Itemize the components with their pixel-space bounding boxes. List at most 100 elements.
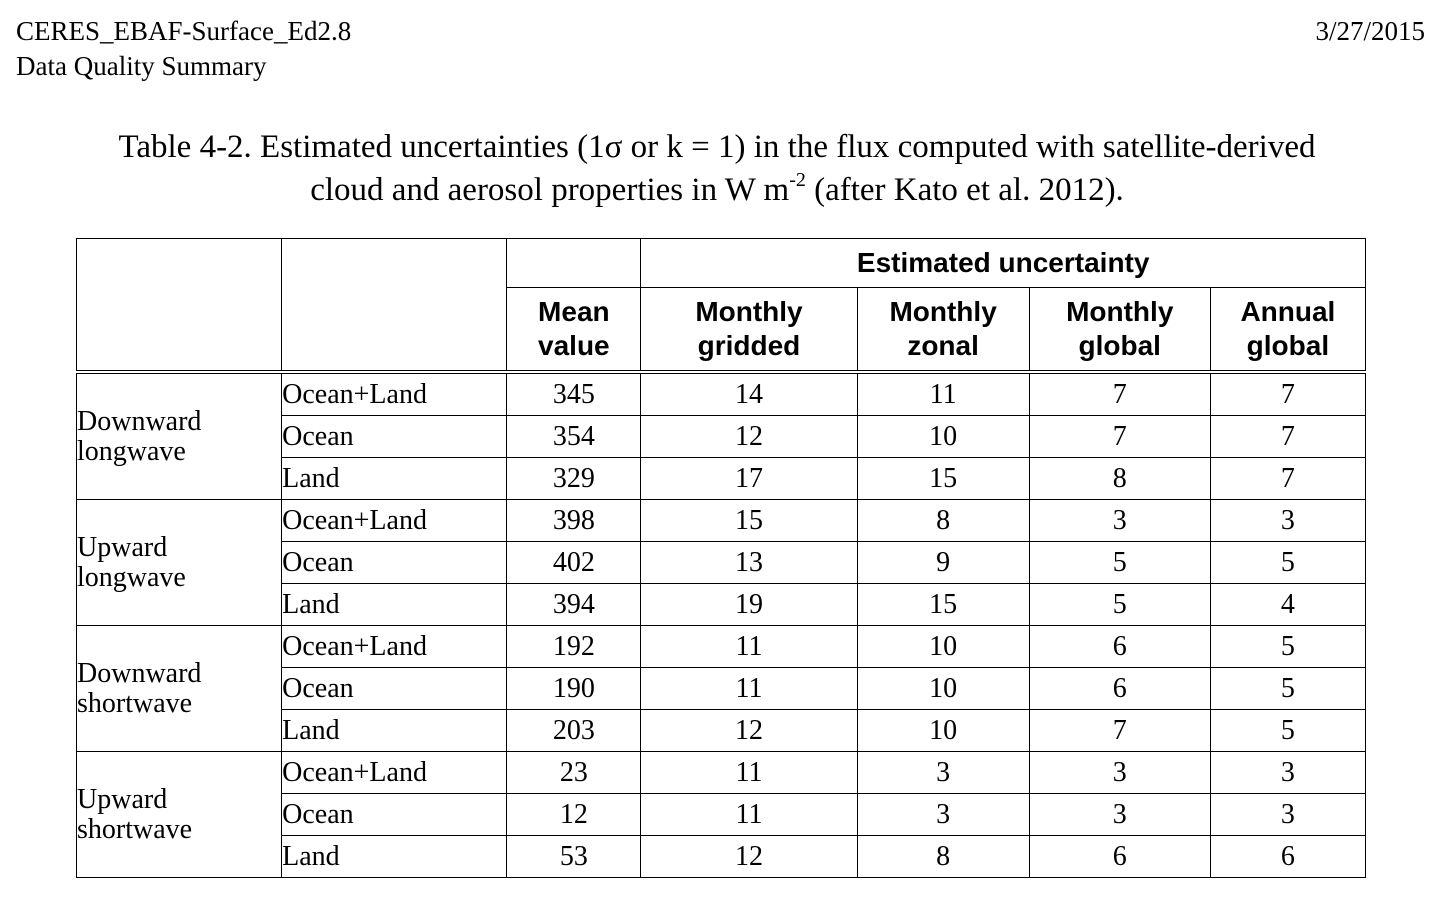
blank-header-region <box>281 238 508 373</box>
product-name: CERES_EBAF-Surface_Ed2.8 <box>16 16 352 46</box>
cell-annual-global: 3 <box>1209 793 1367 836</box>
cell-annual-global: 5 <box>1209 667 1367 710</box>
col-header-monthly-global: Monthly global <box>1028 287 1211 374</box>
header-row-1: Estimated uncertainty <box>75 238 1366 373</box>
region-cell: Ocean+Land <box>281 625 508 668</box>
cell-monthly-global: 7 <box>1028 709 1211 752</box>
cell-mean: 398 <box>506 499 642 542</box>
cell-mean: 329 <box>506 457 642 500</box>
cell-monthly-gridded: 19 <box>640 583 858 626</box>
cell-monthly-zonal: 15 <box>856 583 1030 626</box>
cell-monthly-zonal: 3 <box>856 793 1030 836</box>
cell-monthly-zonal: 3 <box>856 751 1030 794</box>
cell-annual-global: 7 <box>1209 457 1367 500</box>
cell-monthly-zonal: 9 <box>856 541 1030 584</box>
cell-annual-global: 7 <box>1209 415 1367 458</box>
cell-monthly-global: 7 <box>1028 371 1211 416</box>
flux-group-label: Downward longwave <box>77 405 202 467</box>
cell-monthly-gridded: 12 <box>640 709 858 752</box>
cell-monthly-global: 6 <box>1028 625 1211 668</box>
table-row: Land 53 12 8 6 6 <box>77 835 1367 878</box>
document-title: Data Quality Summary <box>16 51 267 81</box>
cell-annual-global: 7 <box>1209 371 1367 416</box>
cell-monthly-gridded: 11 <box>640 793 858 836</box>
cell-annual-global: 4 <box>1209 583 1367 626</box>
cell-monthly-gridded: 17 <box>640 457 858 500</box>
table-row: Upward shortwave Ocean+Land 23 11 3 3 3 <box>75 751 1367 878</box>
cell-annual-global: 5 <box>1209 625 1367 668</box>
caption-line-2: cloud and aerosol properties in W m-2 (a… <box>0 169 1434 212</box>
blank-header-flux <box>75 238 283 373</box>
flux-group-cell: Upward longwave <box>75 499 283 626</box>
cell-monthly-gridded: 15 <box>640 499 858 542</box>
cell-monthly-global: 6 <box>1028 835 1211 878</box>
cell-monthly-global: 3 <box>1028 793 1211 836</box>
cell-monthly-zonal: 8 <box>856 835 1030 878</box>
region-cell: Land <box>281 835 508 878</box>
cell-mean: 203 <box>506 709 642 752</box>
document-date: 3/27/2015 <box>1315 16 1425 46</box>
region-cell: Land <box>281 583 508 626</box>
cell-monthly-zonal: 15 <box>856 457 1030 500</box>
region-cell: Ocean+Land <box>281 751 508 794</box>
estimated-uncertainty-header: Estimated uncertainty <box>640 238 1366 288</box>
table-row: Ocean 12 11 3 3 3 <box>77 793 1367 836</box>
cell-annual-global: 6 <box>1209 835 1367 878</box>
cell-monthly-global: 7 <box>1028 415 1211 458</box>
cell-monthly-zonal: 11 <box>856 371 1030 416</box>
col-header-monthly-gridded: Monthly gridded <box>640 287 858 374</box>
cell-annual-global: 5 <box>1209 541 1367 584</box>
cell-monthly-global: 3 <box>1028 499 1211 542</box>
flux-group-cell: Downward longwave <box>75 371 283 500</box>
table-row: Downward shortwave Ocean+Land 192 11 10 6 5 <box>75 625 1367 752</box>
cell-mean: 394 <box>506 583 642 626</box>
cell-mean: 402 <box>506 541 642 584</box>
flux-group-label: Upward shortwave <box>77 783 193 845</box>
region-cell: Ocean <box>281 793 508 836</box>
cell-monthly-zonal: 10 <box>856 709 1030 752</box>
cell-mean: 192 <box>506 625 642 668</box>
caption-line-2-text: cloud and aerosol properties in W m <box>310 172 790 208</box>
cell-mean: 345 <box>506 371 642 416</box>
table-body: Downward longwave Ocean+Land 345 14 11 7 7 Ocea… <box>75 371 1367 878</box>
cell-annual-global: 5 <box>1209 709 1367 752</box>
region-cell: Ocean+Land <box>281 371 508 416</box>
cell-mean: 190 <box>506 667 642 710</box>
col-header-annual-global: Annual global <box>1209 287 1367 374</box>
cell-monthly-gridded: 13 <box>640 541 858 584</box>
caption-line-1: Table 4-2. Estimated uncertainties (1σ o… <box>118 129 1316 165</box>
cell-monthly-global: 3 <box>1028 751 1211 794</box>
header-row-2: Mean value Monthly gridded Monthly zonal… <box>76 287 1367 374</box>
cell-monthly-zonal: 8 <box>856 499 1030 542</box>
caption-superscript: -2 <box>789 169 806 191</box>
table-row: Ocean 190 11 10 6 5 <box>77 667 1367 710</box>
col-header-mean: Mean value <box>506 287 642 374</box>
cell-mean: 354 <box>506 415 642 458</box>
uncertainty-table: Estimated uncertainty Mean value Monthly… <box>75 238 1367 878</box>
cell-annual-global: 3 <box>1209 751 1367 794</box>
flux-group-cell: Downward shortwave <box>75 625 283 752</box>
cell-monthly-zonal: 10 <box>856 625 1030 668</box>
region-cell: Ocean <box>281 667 508 710</box>
blank-header-mean <box>506 238 642 288</box>
region-cell: Ocean <box>281 415 508 458</box>
cell-monthly-zonal: 10 <box>856 667 1030 710</box>
cell-annual-global: 3 <box>1209 499 1367 542</box>
cell-monthly-gridded: 11 <box>640 751 858 794</box>
region-cell: Land <box>281 457 508 500</box>
cell-mean: 12 <box>506 793 642 836</box>
table-row: Downward longwave Ocean+Land 345 14 11 7 7 <box>75 371 1367 500</box>
region-cell: Ocean <box>281 541 508 584</box>
region-cell: Land <box>281 709 508 752</box>
table-row: Ocean 402 13 9 5 5 <box>77 541 1367 584</box>
table-row: Land 329 17 15 8 7 <box>77 457 1367 500</box>
cell-monthly-gridded: 12 <box>640 835 858 878</box>
table-caption: Table 4-2. Estimated uncertainties (1σ o… <box>0 126 1434 212</box>
cell-monthly-gridded: 11 <box>640 625 858 668</box>
flux-group-cell: Upward shortwave <box>75 751 283 878</box>
cell-monthly-gridded: 12 <box>640 415 858 458</box>
caption-line-2-tail: (after Kato et al. 2012). <box>805 172 1124 208</box>
cell-monthly-gridded: 11 <box>640 667 858 710</box>
table-row: Upward longwave Ocean+Land 398 15 8 3 3 <box>75 499 1367 626</box>
cell-mean: 53 <box>506 835 642 878</box>
